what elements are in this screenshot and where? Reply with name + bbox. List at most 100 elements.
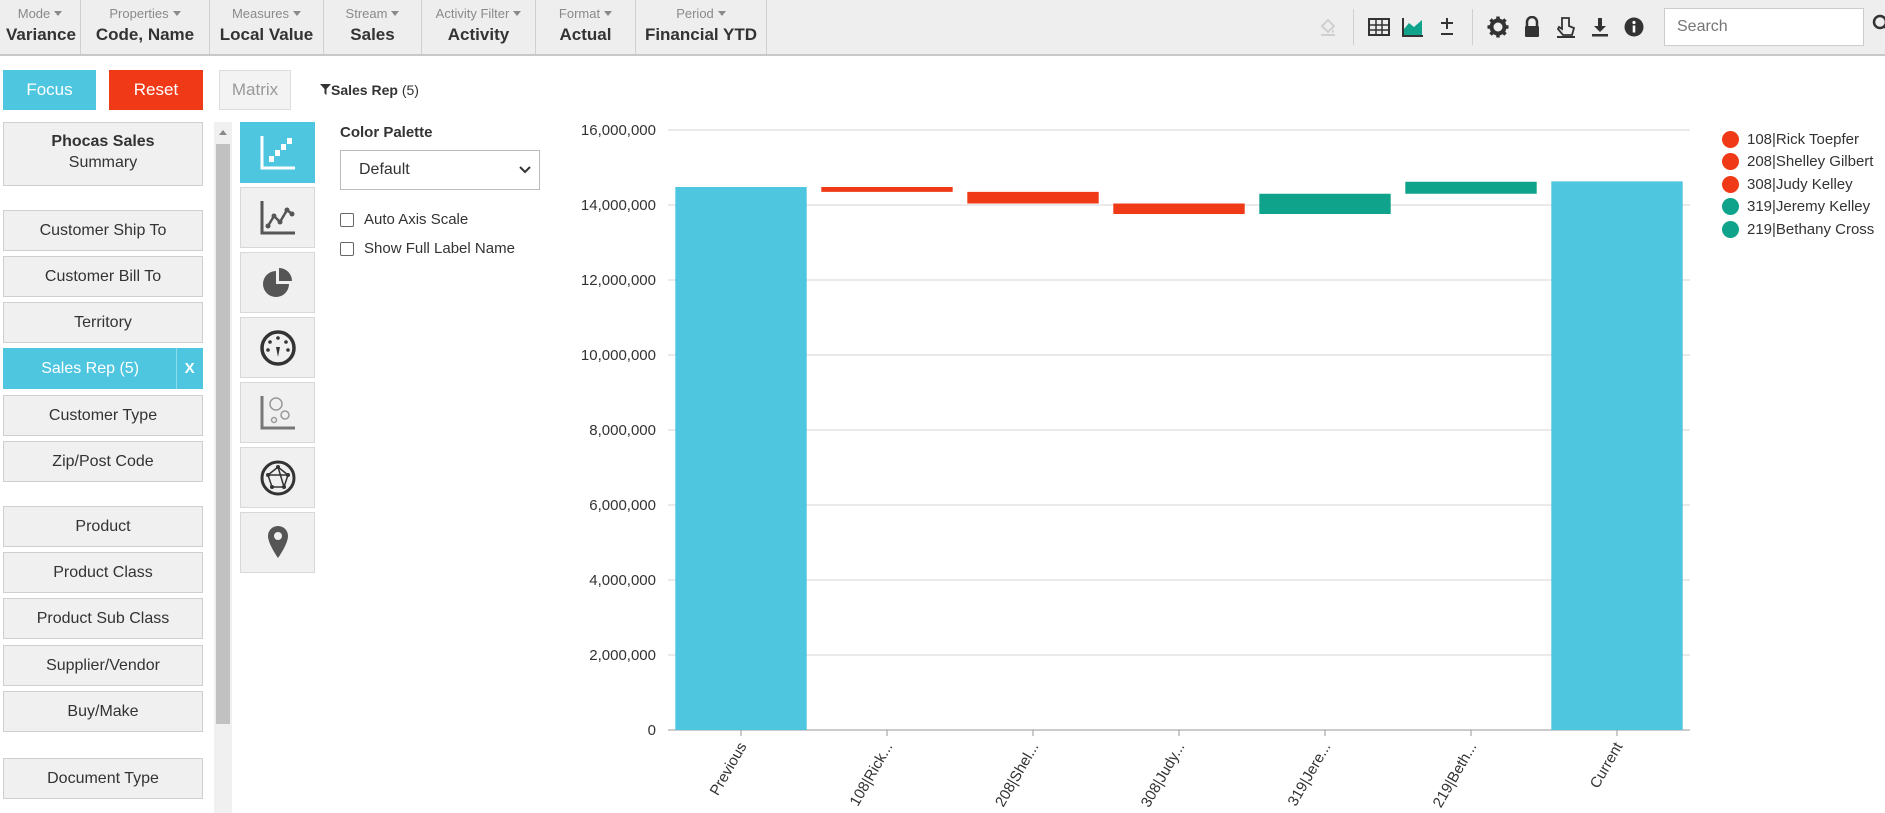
format-value: Actual [559, 25, 612, 44]
period-value: Financial YTD [644, 25, 758, 44]
checkbox-box[interactable] [340, 212, 354, 227]
legend-item[interactable]: 308|Judy Kelley [1722, 173, 1874, 196]
dimension-customer-type[interactable]: Customer Type [3, 395, 203, 436]
activity-filter-value: Activity [447, 25, 510, 44]
period-label: Period [676, 6, 714, 21]
legend-item[interactable]: 108|Rick Toepfer [1722, 128, 1874, 151]
activity-filter-selector[interactable]: Activity Filter Activity [422, 0, 536, 54]
legend-item[interactable]: 219|Bethany Cross [1722, 218, 1874, 241]
summary-subtitle: Summary [68, 154, 138, 171]
legend-swatch [1722, 198, 1739, 216]
active-filter[interactable]: Sales Rep (5) [320, 82, 419, 98]
gauge-chart-button[interactable] [240, 317, 315, 378]
legend-item[interactable]: 319|Jeremy Kelley [1722, 196, 1874, 219]
matrix-button[interactable]: Matrix [219, 70, 291, 110]
x-tick-label: 219|Beth... [1430, 740, 1481, 811]
focus-button[interactable]: Focus [3, 70, 96, 110]
dimension-buy-make[interactable]: Buy/Make [3, 691, 203, 732]
dimension-supplier-vendor[interactable]: Supplier/Vendor [3, 645, 203, 686]
caret-down-icon [172, 11, 181, 16]
scroll-up-icon[interactable] [219, 130, 227, 135]
properties-selector[interactable]: Properties Code, Name [81, 0, 210, 54]
legend-item[interactable]: 208|Shelley Gilbert [1722, 151, 1874, 174]
map-pin-icon [267, 525, 288, 558]
remove-filter-button[interactable]: X [176, 348, 202, 389]
dimension-customer-ship-to[interactable]: Customer Ship To [3, 210, 203, 251]
y-tick-label: 6,000,000 [589, 497, 656, 514]
toolbar-icons [1311, 9, 1651, 45]
x-tick-label: 208|Shel... [992, 740, 1042, 810]
y-tick-label: 4,000,000 [589, 572, 656, 589]
caret-down-icon [604, 11, 613, 16]
waterfall-bar [1259, 193, 1391, 214]
reset-button[interactable]: Reset [109, 70, 203, 110]
legend-label: 208|Shelley Gilbert [1747, 153, 1874, 171]
x-tick-label: 108|Rick... [846, 740, 896, 810]
paint-bucket-icon[interactable] [1311, 10, 1345, 44]
caret-down-icon [391, 11, 400, 16]
line-chart-icon [260, 200, 295, 234]
dimension-sales-rep[interactable]: Sales Rep (5) X [3, 348, 203, 389]
caret-down-icon [54, 11, 63, 16]
line-chart-button[interactable] [240, 187, 315, 248]
pie-chart-icon [262, 267, 292, 297]
stream-selector[interactable]: Stream Sales [324, 0, 422, 54]
dimension-territory[interactable]: Territory [3, 302, 203, 343]
area-chart-icon[interactable] [1396, 10, 1430, 44]
stream-label: Stream [345, 6, 388, 21]
caret-down-icon [513, 11, 522, 16]
dimension-document-type[interactable]: Document Type [3, 758, 203, 799]
pointer-icon[interactable] [1549, 10, 1583, 44]
download-icon[interactable] [1583, 10, 1617, 44]
network-icon [260, 460, 295, 495]
legend-swatch [1722, 220, 1739, 238]
scroll-thumb[interactable] [216, 144, 230, 724]
color-palette-title: Color Palette [340, 124, 433, 141]
map-chart-button[interactable] [240, 512, 315, 573]
format-selector[interactable]: Format Actual [536, 0, 636, 54]
waterfall-chart-icon [260, 135, 295, 169]
mode-selector[interactable]: Mode Variance [0, 0, 81, 54]
auto-axis-scale-checkbox[interactable]: Auto Axis Scale [340, 211, 468, 228]
dimension-product-sub-class[interactable]: Product Sub Class [3, 598, 203, 639]
dimension-customer-bill-to[interactable]: Customer Bill To [3, 256, 203, 297]
summary-card[interactable]: Phocas Sales Summary [3, 122, 203, 186]
measures-label: Measures [231, 6, 290, 21]
y-tick-label: 16,000,000 [581, 122, 656, 139]
dimension-product-class[interactable]: Product Class [3, 552, 203, 593]
caret-down-icon [717, 11, 726, 16]
toolbar-divider [1353, 9, 1354, 45]
search-icon[interactable] [1872, 14, 1885, 39]
checkbox-box[interactable] [340, 241, 354, 256]
waterfall-bar [1551, 181, 1683, 730]
search-input[interactable] [1664, 8, 1864, 46]
period-selector[interactable]: Period Financial YTD [636, 0, 767, 54]
dimension-zip-post-code[interactable]: Zip/Post Code [3, 441, 203, 482]
caret-down-icon [293, 11, 302, 16]
plus-minus-icon[interactable] [1430, 10, 1464, 44]
measures-value: Local Value [219, 25, 314, 44]
y-tick-label: 0 [648, 722, 656, 739]
color-palette-select[interactable]: Default [340, 150, 540, 190]
dimension-product[interactable]: Product [3, 506, 203, 547]
table-icon[interactable] [1362, 10, 1396, 44]
gear-icon[interactable] [1481, 10, 1515, 44]
dimension-scrollbar[interactable] [214, 122, 232, 813]
x-tick-label: 308|Judy... [1138, 740, 1189, 811]
bubble-chart-button[interactable] [240, 382, 315, 443]
lock-icon[interactable] [1515, 10, 1549, 44]
legend-label: 308|Judy Kelley [1747, 175, 1853, 193]
network-chart-button[interactable] [240, 447, 315, 508]
y-tick-label: 2,000,000 [589, 647, 656, 664]
legend-swatch [1722, 153, 1739, 171]
pie-chart-button[interactable] [240, 252, 315, 313]
y-tick-label: 10,000,000 [581, 347, 656, 364]
info-icon[interactable] [1617, 10, 1651, 44]
show-full-label-checkbox[interactable]: Show Full Label Name [340, 240, 515, 257]
waterfall-bar [821, 187, 953, 192]
properties-label: Properties [109, 6, 169, 21]
waterfall-bar [967, 191, 1099, 204]
measures-selector[interactable]: Measures Local Value [210, 0, 324, 54]
waterfall-chart-button[interactable] [240, 122, 315, 183]
summary-title: Phocas Sales [51, 133, 155, 150]
